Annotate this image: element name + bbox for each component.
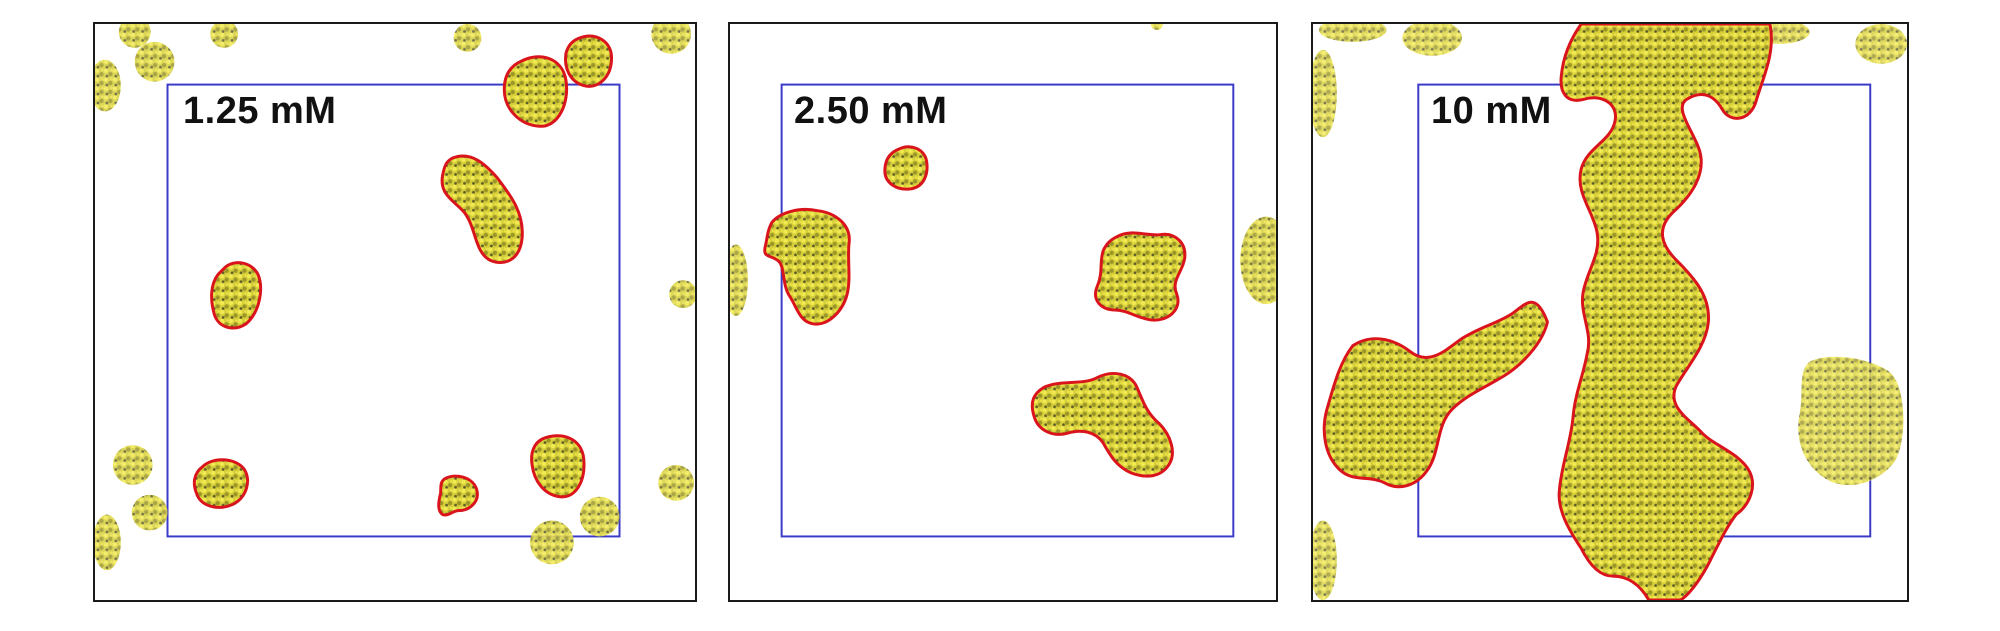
simulation-box — [780, 83, 1235, 538]
periodic-image-clusters — [730, 24, 1276, 316]
cluster-outline — [763, 208, 851, 326]
cluster-image — [1402, 24, 1462, 56]
panel-2: 2.50 mM — [728, 22, 1278, 602]
cluster-image — [210, 24, 239, 48]
panel-3: 10 mM — [1311, 22, 1909, 602]
simulation-box — [166, 83, 621, 538]
cluster-image — [453, 24, 482, 52]
cluster-outline — [883, 145, 929, 191]
cluster-image — [1313, 520, 1337, 600]
panel-3-canvas — [1313, 24, 1907, 600]
cluster-image — [1150, 24, 1163, 30]
cluster-outline — [564, 34, 614, 88]
cluster-outline — [210, 261, 263, 330]
concentration-label: 2.50 mM — [794, 90, 948, 132]
cluster-image — [131, 494, 168, 531]
outlined-clusters — [763, 145, 1187, 478]
cluster-image — [651, 24, 692, 54]
cluster-image — [730, 244, 748, 316]
concentration-label: 10 mM — [1431, 90, 1552, 132]
cluster-image — [118, 24, 151, 48]
cluster-outline — [1094, 231, 1187, 322]
cluster-image — [579, 496, 620, 537]
cluster-outline — [1030, 372, 1174, 478]
cluster-image — [530, 520, 574, 565]
panel-2-canvas — [730, 24, 1276, 538]
concentration-label: 1.25 mM — [183, 90, 337, 132]
cluster-outline — [192, 458, 249, 509]
cluster-image — [95, 59, 121, 112]
cluster-outline — [530, 434, 586, 499]
cluster-outline — [437, 474, 479, 517]
cluster-image — [1240, 216, 1276, 305]
cluster-image — [669, 280, 695, 309]
cluster-outline — [440, 154, 524, 264]
outlined-clusters — [1322, 24, 1773, 600]
periodic-image-clusters — [95, 24, 695, 571]
cluster-outline — [1557, 24, 1773, 600]
cluster-image — [134, 41, 175, 82]
cluster-image — [1318, 24, 1387, 42]
cluster-outline — [1322, 300, 1549, 489]
cluster-image — [1798, 356, 1904, 486]
outlined-clusters — [192, 34, 614, 517]
cluster-image — [1855, 24, 1907, 64]
cluster-image — [95, 514, 121, 571]
cluster-image — [658, 464, 695, 501]
panel-1-canvas — [95, 24, 695, 571]
cluster-image — [1313, 49, 1337, 138]
panel-1: 1.25 mM — [93, 22, 697, 602]
cluster-outline — [502, 55, 569, 128]
cluster-image — [112, 445, 153, 485]
